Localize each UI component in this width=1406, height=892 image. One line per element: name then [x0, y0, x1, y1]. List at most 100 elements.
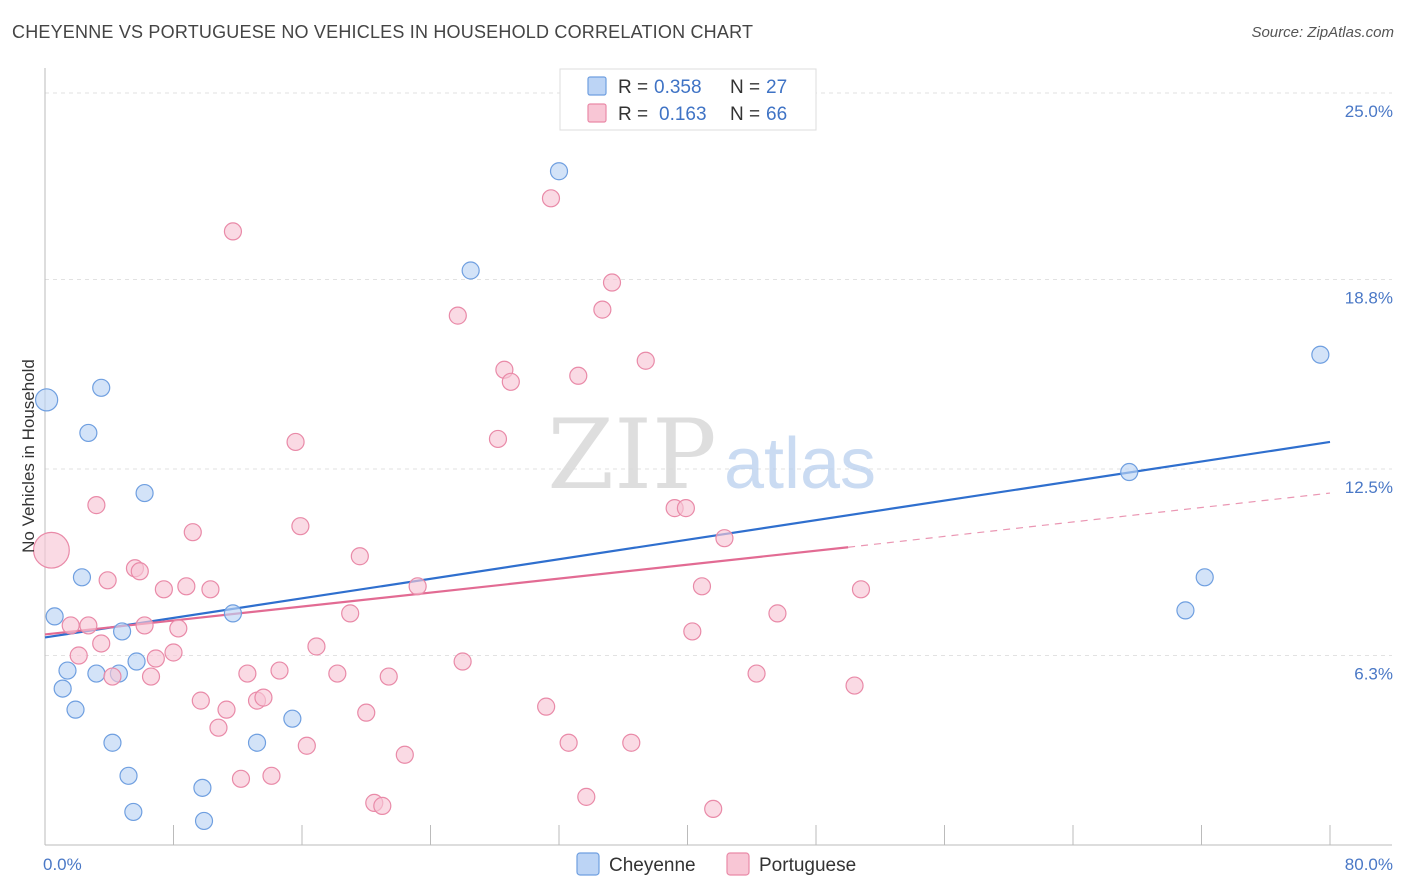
point-portuguese-41 [408, 577, 427, 596]
point-portuguese-27 [262, 766, 281, 785]
legend-swatch-portuguese [587, 103, 607, 123]
point-portuguese-9 [130, 562, 149, 581]
point-portuguese-16 [177, 577, 196, 596]
point-portuguese-50 [569, 366, 588, 385]
legend-r-value-cheyenne: 0.358 [654, 77, 702, 98]
point-portuguese-43 [453, 652, 472, 671]
point-cheyenne-5 [72, 568, 92, 587]
point-cheyenne-23 [1120, 462, 1139, 482]
watermark-atlas: atlas [724, 424, 876, 504]
point-cheyenne-26 [1311, 345, 1330, 364]
point-portuguese-32 [307, 637, 326, 656]
y-tick-label-1: 12.5% [1345, 478, 1393, 497]
point-portuguese-35 [350, 547, 369, 566]
point-portuguese-62 [747, 664, 766, 683]
point-cheyenne-3 [58, 661, 77, 680]
point-portuguese-29 [286, 432, 305, 452]
legend-r-label-cheyenne: R = [618, 77, 648, 98]
point-cheyenne-6 [79, 423, 98, 443]
point-portuguese-38 [373, 796, 392, 815]
source-label: Source: ZipAtlas.com [1251, 24, 1394, 41]
y-axis-label: No Vehicles in Household [19, 359, 38, 553]
watermark: ZIP atlas [547, 399, 876, 511]
legend-r-value-portuguese: 0.163 [659, 104, 707, 125]
point-portuguese-63 [768, 604, 787, 623]
point-portuguese-14 [164, 643, 183, 662]
trend-line-extension-portuguese [848, 492, 1331, 548]
point-portuguese-52 [593, 300, 612, 319]
point-portuguese-2 [69, 646, 88, 665]
point-cheyenne-25 [1195, 568, 1214, 587]
point-portuguese-15 [169, 619, 188, 638]
legend-n-label-cheyenne: N = [730, 77, 760, 98]
point-portuguese-18 [191, 691, 210, 710]
point-cheyenne-22 [549, 162, 569, 181]
grid-lines [45, 92, 1392, 657]
legend-n-value-cheyenne: 27 [766, 77, 787, 98]
point-portuguese-19 [201, 580, 220, 599]
point-portuguese-17 [183, 523, 202, 542]
axes [44, 68, 1392, 846]
point-portuguese-47 [537, 697, 556, 716]
legend-n-label-portuguese: N = [730, 104, 760, 125]
point-portuguese-28 [270, 661, 289, 680]
point-portuguese-59 [692, 577, 712, 596]
point-cheyenne-18 [223, 604, 243, 623]
point-portuguese-4 [87, 496, 106, 515]
point-portuguese-5 [92, 634, 111, 653]
data-points [32, 162, 1330, 831]
point-portuguese-33 [328, 664, 347, 683]
point-cheyenne-8 [92, 378, 111, 397]
point-cheyenne-9 [103, 733, 122, 752]
legend-r-label-portuguese: R = [618, 104, 648, 125]
legend: R = 0.358 N = 27 R = 0.163 N = 66 [559, 68, 817, 131]
point-portuguese-12 [146, 649, 165, 668]
point-cheyenne-1 [45, 607, 64, 626]
point-portuguese-7 [103, 667, 122, 686]
point-portuguese-58 [683, 622, 702, 641]
y-tick-label-3: 25.0% [1345, 102, 1393, 121]
point-cheyenne-12 [119, 766, 138, 785]
point-cheyenne-17 [194, 811, 214, 831]
point-portuguese-42 [448, 306, 467, 325]
point-portuguese-13 [154, 580, 173, 599]
point-portuguese-60 [704, 799, 723, 819]
bottom-legend-label-cheyenne: Cheyenne [609, 855, 696, 876]
point-portuguese-6 [98, 571, 117, 590]
bottom-legend: Cheyenne Portuguese [576, 852, 856, 876]
point-portuguese-22 [223, 222, 243, 241]
bottom-legend-swatch-cheyenne [576, 852, 600, 876]
y-tick-label-2: 18.8% [1345, 289, 1393, 308]
chart-title: CHEYENNE VS PORTUGUESE NO VEHICLES IN HO… [12, 22, 754, 42]
point-portuguese-1 [61, 616, 80, 635]
point-cheyenne-14 [127, 652, 146, 671]
point-cheyenne-4 [66, 700, 85, 719]
point-cheyenne-24 [1176, 601, 1195, 620]
point-cheyenne-15 [135, 483, 154, 503]
point-portuguese-31 [297, 736, 316, 755]
y-tick-label-0: 6.3% [1354, 665, 1393, 684]
point-portuguese-65 [851, 580, 871, 599]
point-cheyenne-2 [53, 679, 72, 698]
point-portuguese-30 [291, 517, 310, 536]
watermark-zip: ZIP [547, 399, 716, 511]
y-tick-labels: 6.3% 12.5% 18.8% 25.0% [1345, 102, 1393, 683]
point-portuguese-0 [32, 531, 70, 569]
point-portuguese-20 [209, 718, 228, 737]
point-portuguese-10 [135, 616, 154, 635]
bottom-legend-swatch-portuguese [726, 852, 750, 876]
point-portuguese-64 [845, 676, 864, 695]
trend-line-cheyenne [44, 440, 1331, 639]
point-portuguese-34 [341, 604, 360, 623]
point-portuguese-49 [559, 733, 578, 752]
x-tick-labels: 0.0% 80.0% [43, 855, 1393, 874]
point-portuguese-61 [715, 529, 734, 548]
point-portuguese-51 [577, 787, 596, 806]
point-portuguese-55 [636, 351, 655, 370]
point-portuguese-23 [231, 769, 251, 788]
point-portuguese-36 [357, 703, 376, 722]
point-cheyenne-11 [112, 622, 132, 641]
point-portuguese-26 [254, 688, 273, 707]
point-portuguese-3 [79, 616, 98, 635]
legend-n-value-portuguese: 66 [766, 104, 787, 125]
